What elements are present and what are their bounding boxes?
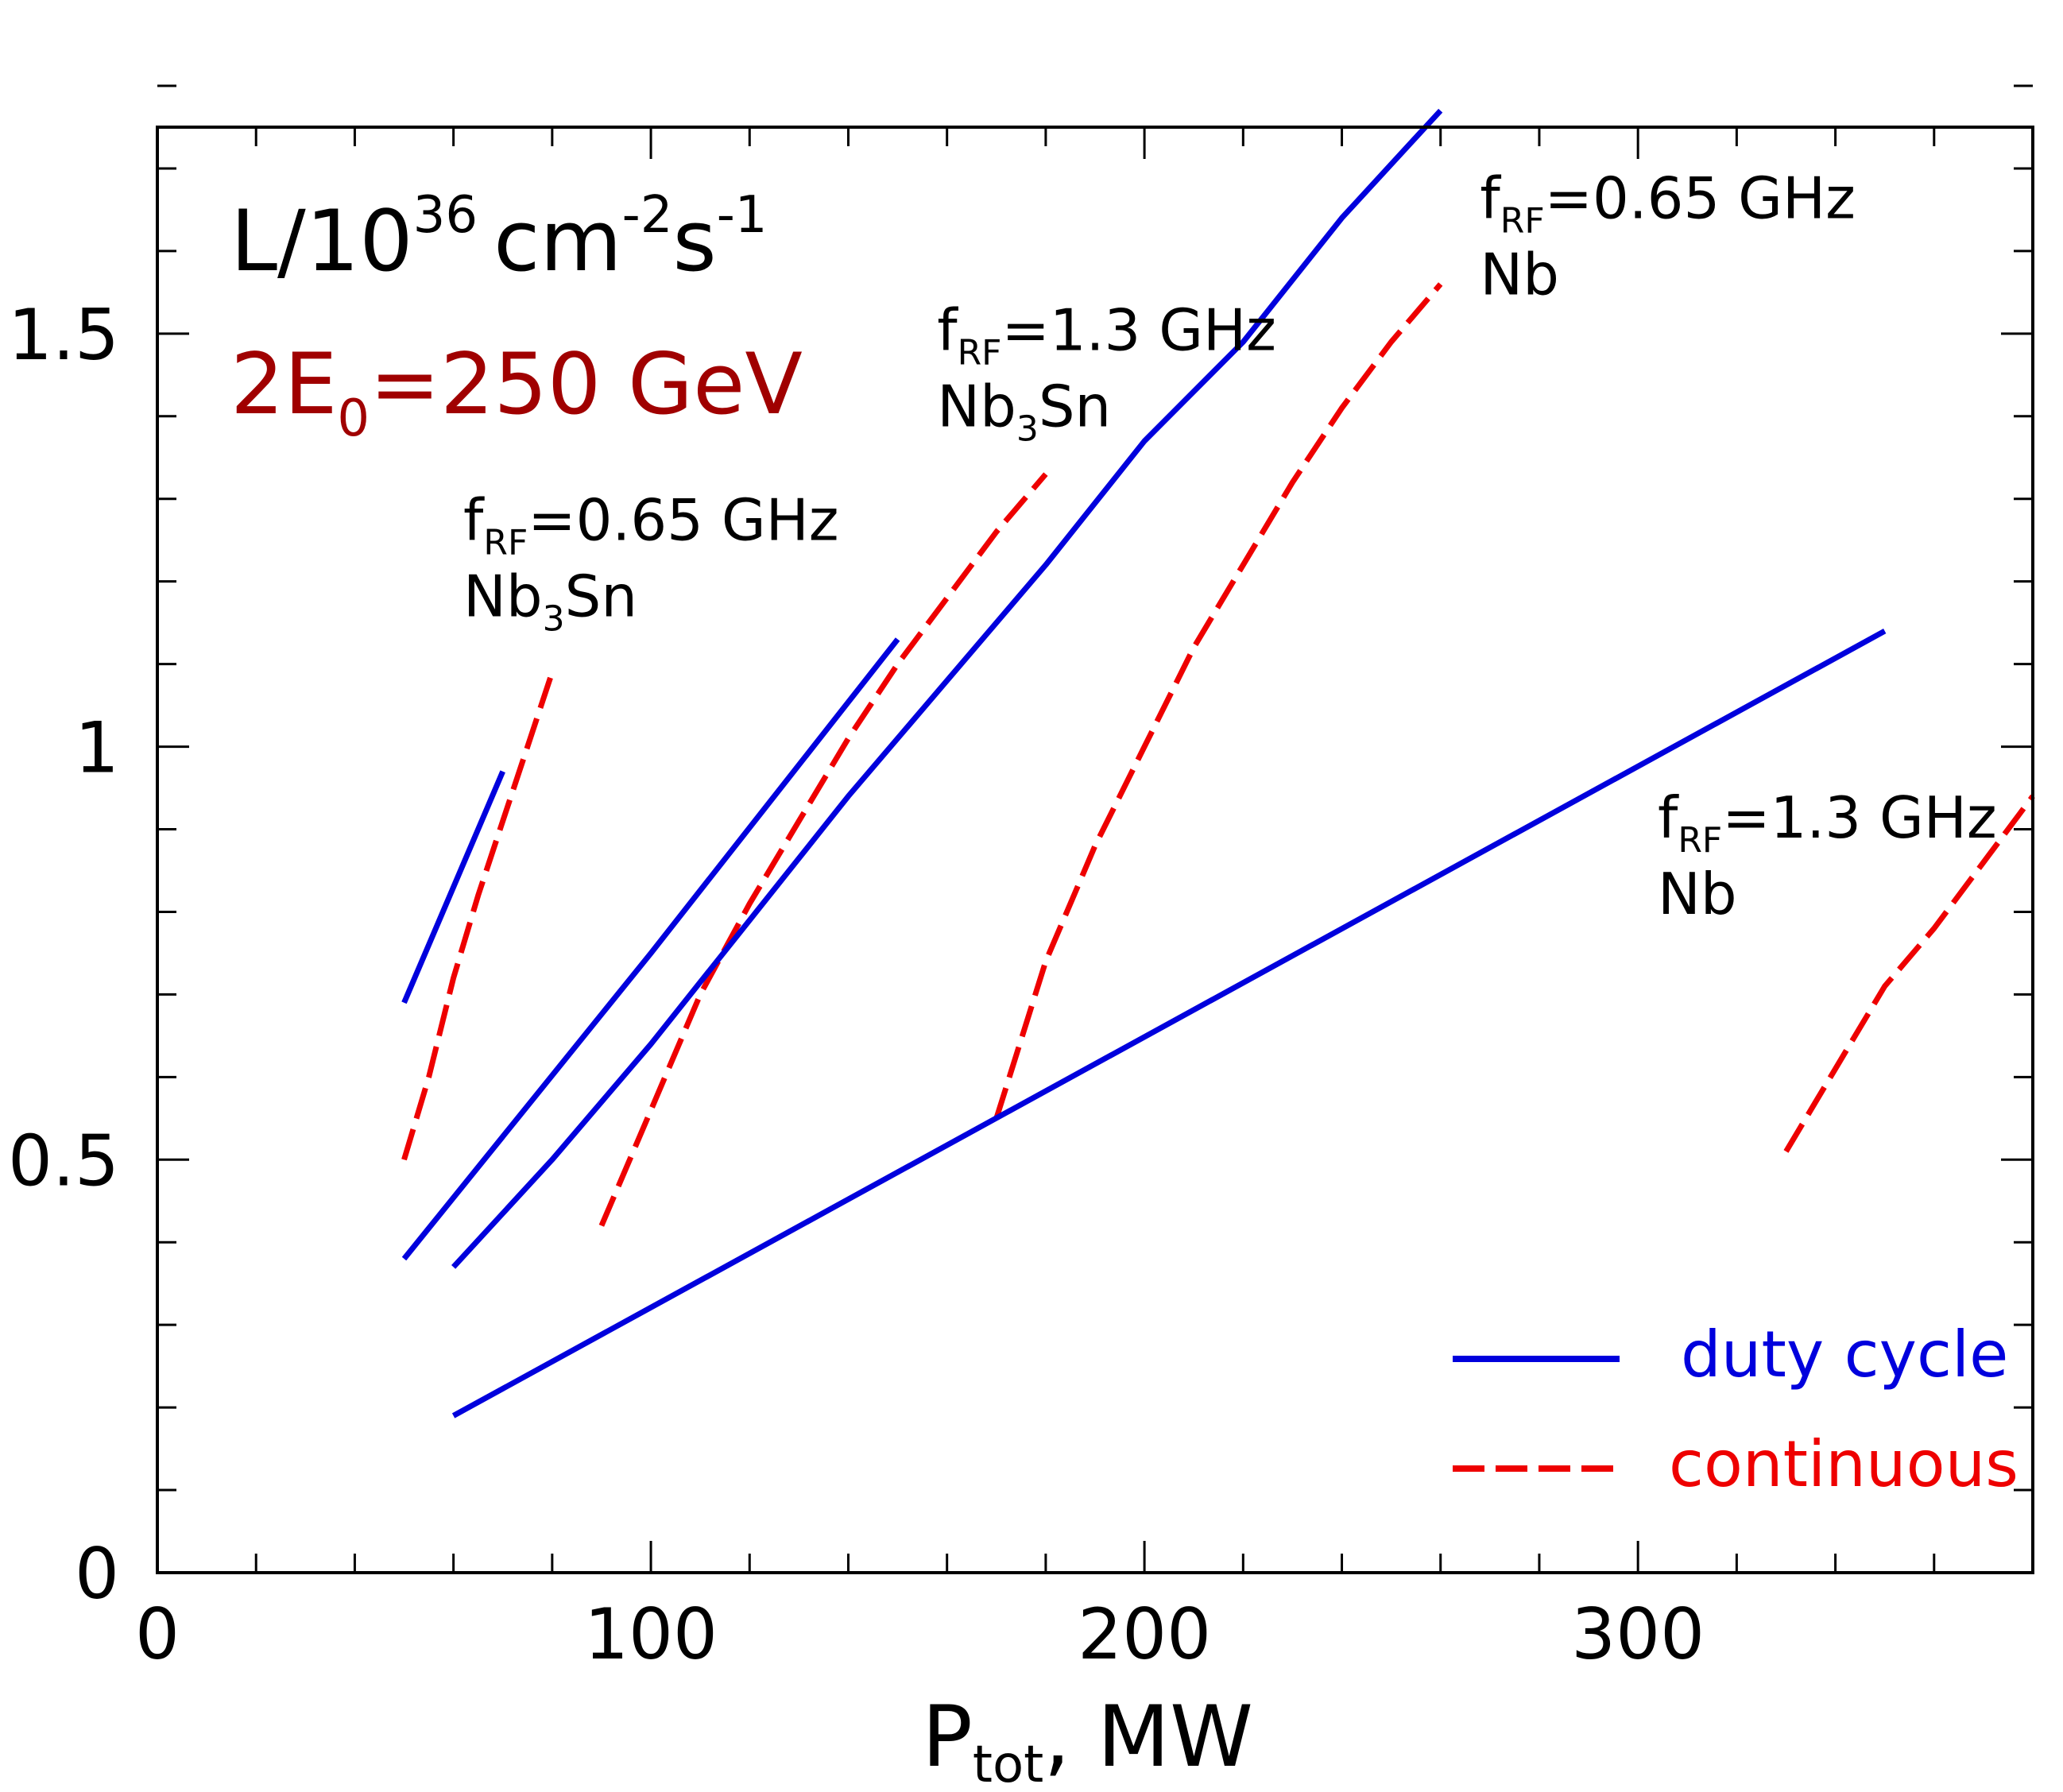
series-continuous-7 [1783,794,2035,1153]
legend-continuous-label: continuous [1669,1427,2018,1501]
series-duty-cycle-6 [451,629,1887,1419]
series-continuous-5 [993,282,1443,1120]
x-axis-label-subscript: tot [973,1736,1043,1792]
energy-label: 2E0=250 GeV [230,335,803,448]
series-duty-cycle-0 [401,770,505,1004]
energy-prefix: 2E [230,335,337,433]
luminosity-unit-s: s [672,192,716,290]
annotation-material-1: Nb3Sn [937,373,1111,450]
luminosity-label: L/1036 cm-2s-1 [230,186,768,290]
luminosity-s-exponent: -1 [717,186,768,245]
annotation-frequency-0: fRF=0.65 GHz [463,487,839,563]
series-duty-cycle-4 [451,108,1443,1269]
axis-ticks [156,84,2034,1574]
axis-tick-labels: 0 100 200 300 0 0.5 1 1.5 [8,294,1705,1675]
annotation-material-0: Nb3Sn [463,563,637,640]
series-continuous-1 [401,671,555,1161]
energy-subscript: 0 [337,389,370,448]
annotation-frequency-2: fRF=0.65 GHz [1480,164,1856,241]
luminosity-base: L/10 [230,192,413,290]
x-axis-label-suffix: , MW [1043,1688,1253,1786]
y-tick-label: 0 [75,1533,119,1615]
series-layer [401,108,2035,1419]
energy-suffix: =250 GeV [370,335,803,433]
y-tick-label: 1.5 [8,294,119,376]
x-tick-label: 100 [584,1593,718,1675]
annotation-frequency-1: fRF=1.3 GHz [937,297,1276,373]
annotation-frequency-3: fRF=1.3 GHz [1658,784,1997,861]
legend-duty-cycle-label: duty cycle [1681,1318,2008,1391]
x-tick-label: 200 [1078,1593,1211,1675]
x-axis-label: Ptot, MW [922,1688,1253,1792]
legend: duty cycle continuous [1453,1318,2018,1501]
x-tick-label: 300 [1571,1593,1705,1675]
luminosity-cm-exponent: -2 [622,186,673,245]
plot-frame [156,126,2034,1574]
series-duty-cycle-2 [401,637,900,1261]
series-continuous-3 [598,472,1048,1227]
annotation-material-2: Nb [1480,241,1559,308]
x-tick-label: 0 [135,1593,180,1675]
y-tick-label: 1 [75,707,119,789]
luminosity-unit-cm: cm [493,192,622,290]
annotation-material-3: Nb [1658,861,1737,927]
x-axis-label-base: P [922,1688,973,1786]
luminosity-exponent: 36 [413,186,478,245]
y-tick-label: 0.5 [8,1120,119,1202]
